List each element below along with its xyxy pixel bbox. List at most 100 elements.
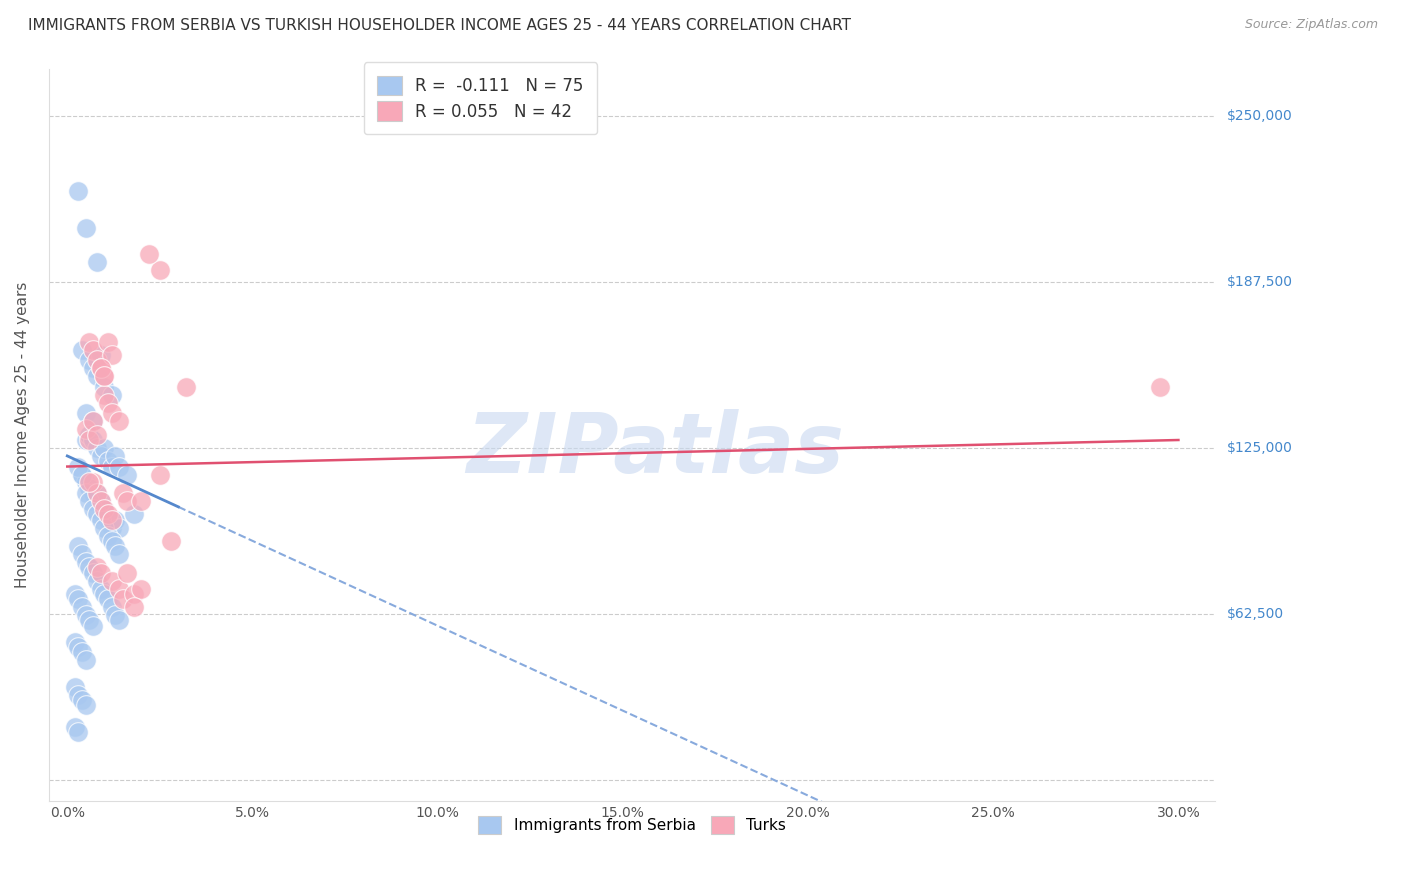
Point <box>79 427 101 442</box>
Point <box>79 334 101 349</box>
Point <box>86 369 108 384</box>
Point <box>70 467 93 482</box>
Point <box>82 414 104 428</box>
Point <box>82 433 104 447</box>
Point <box>67 688 90 702</box>
Point <box>138 247 160 261</box>
Point <box>108 547 131 561</box>
Point <box>100 407 122 421</box>
Point <box>82 361 104 376</box>
Y-axis label: Householder Income Ages 25 - 44 years: Householder Income Ages 25 - 44 years <box>15 282 30 588</box>
Point <box>108 459 131 474</box>
Point <box>70 693 93 707</box>
Point <box>82 343 104 357</box>
Point <box>93 502 115 516</box>
Point <box>63 634 86 648</box>
Point <box>122 508 145 522</box>
Point <box>93 520 115 534</box>
Point <box>79 433 101 447</box>
Point <box>108 614 131 628</box>
Point <box>174 380 197 394</box>
Point <box>75 608 97 623</box>
Point <box>108 582 131 596</box>
Point <box>100 459 122 474</box>
Point <box>79 614 101 628</box>
Point <box>104 539 127 553</box>
Point <box>90 361 112 376</box>
Point <box>86 427 108 442</box>
Point <box>75 422 97 436</box>
Point <box>67 640 90 654</box>
Point <box>75 433 97 447</box>
Point <box>67 539 90 553</box>
Point <box>75 486 97 500</box>
Point <box>93 380 115 394</box>
Point <box>100 388 122 402</box>
Text: $125,000: $125,000 <box>1226 441 1292 455</box>
Point <box>75 407 97 421</box>
Point <box>160 533 183 548</box>
Point <box>70 547 93 561</box>
Point <box>67 459 90 474</box>
Point <box>79 353 101 368</box>
Point <box>108 520 131 534</box>
Point <box>90 494 112 508</box>
Point <box>97 454 120 468</box>
Point <box>90 361 112 376</box>
Point <box>115 467 138 482</box>
Point <box>82 502 104 516</box>
Point <box>97 396 120 410</box>
Point <box>75 653 97 667</box>
Point <box>149 263 172 277</box>
Text: ZIPatlas: ZIPatlas <box>467 409 845 490</box>
Point <box>86 508 108 522</box>
Point <box>75 475 97 490</box>
Point <box>75 220 97 235</box>
Point <box>75 698 97 713</box>
Point <box>79 560 101 574</box>
Point <box>131 494 153 508</box>
Point <box>111 592 134 607</box>
Point <box>100 574 122 588</box>
Point <box>97 334 120 349</box>
Text: Source: ZipAtlas.com: Source: ZipAtlas.com <box>1244 18 1378 31</box>
Point <box>122 600 145 615</box>
Point <box>90 348 112 362</box>
Point <box>79 494 101 508</box>
Point <box>90 494 112 508</box>
Point <box>86 353 108 368</box>
Point <box>86 486 108 500</box>
Point <box>70 467 93 482</box>
Point <box>100 513 122 527</box>
Point <box>90 449 112 463</box>
Point <box>86 574 108 588</box>
Point <box>104 513 127 527</box>
Point <box>86 441 108 455</box>
Point <box>100 348 122 362</box>
Point <box>79 481 101 495</box>
Point <box>79 475 101 490</box>
Point <box>93 587 115 601</box>
Point <box>97 513 120 527</box>
Point <box>97 528 120 542</box>
Point <box>1149 380 1171 394</box>
Point <box>149 467 172 482</box>
Point <box>93 369 115 384</box>
Point <box>90 582 112 596</box>
Point <box>115 566 138 580</box>
Point <box>70 343 93 357</box>
Point <box>75 555 97 569</box>
Point <box>93 502 115 516</box>
Point <box>82 619 104 633</box>
Text: $250,000: $250,000 <box>1226 110 1292 123</box>
Point <box>70 645 93 659</box>
Point <box>86 255 108 269</box>
Point <box>100 533 122 548</box>
Point <box>82 566 104 580</box>
Point <box>104 449 127 463</box>
Point <box>100 600 122 615</box>
Point <box>104 608 127 623</box>
Point <box>86 486 108 500</box>
Text: $187,500: $187,500 <box>1226 275 1292 289</box>
Text: IMMIGRANTS FROM SERBIA VS TURKISH HOUSEHOLDER INCOME AGES 25 - 44 YEARS CORRELAT: IMMIGRANTS FROM SERBIA VS TURKISH HOUSEH… <box>28 18 851 33</box>
